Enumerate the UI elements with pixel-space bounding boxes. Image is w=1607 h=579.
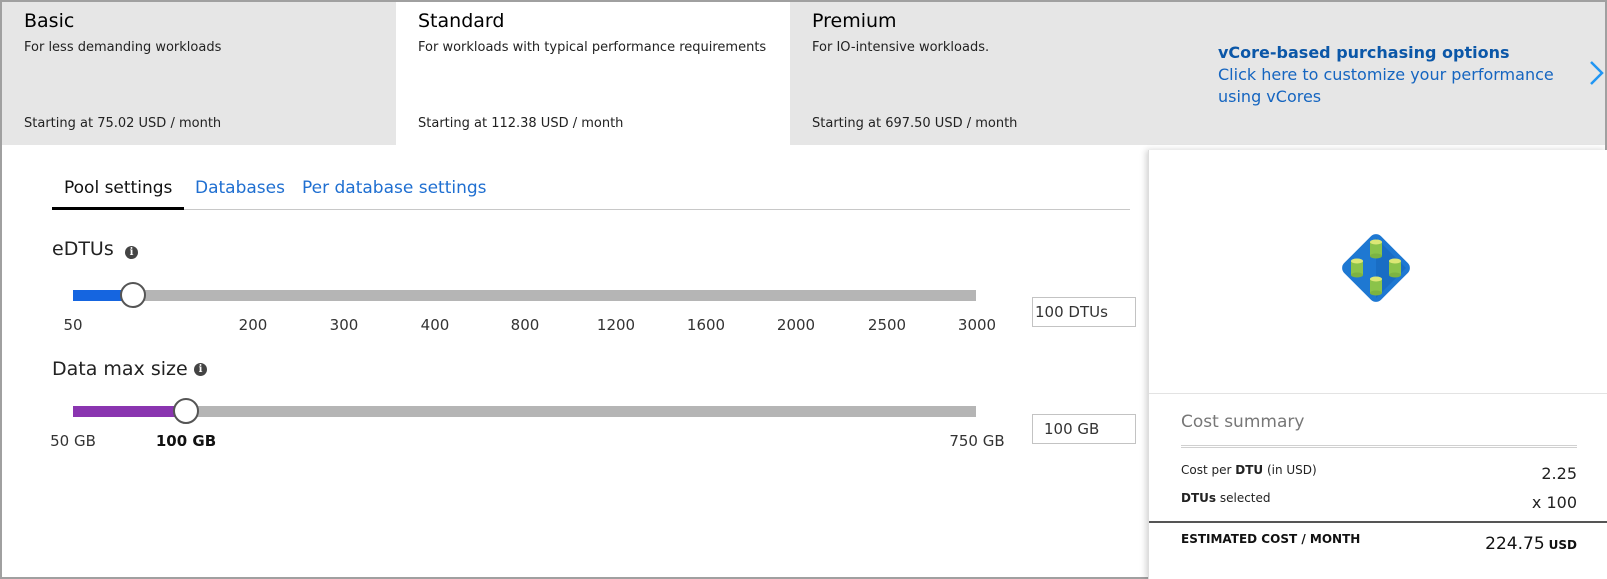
tier-basic-description: For less demanding workloads [24, 40, 222, 55]
info-icon[interactable]: i [125, 246, 138, 259]
tab-pool-settings[interactable]: Pool settings [52, 178, 185, 210]
elastic-pool-icon [1342, 234, 1410, 302]
info-icon[interactable]: i [194, 363, 207, 376]
data-max-size-slider-track[interactable] [73, 398, 976, 424]
tier-premium-price: Starting at 697.50 USD / month [812, 116, 1018, 131]
tab-databases[interactable]: Databases [195, 178, 285, 198]
edtus-tick: 1200 [596, 316, 636, 334]
cost-summary-title: Cost summary [1181, 412, 1305, 432]
data-max-size-max-label: 750 GB [949, 432, 1005, 450]
edtus-tick: 3000 [957, 316, 997, 334]
vcore-purchasing-link[interactable]: vCore-based purchasing options Click her… [1218, 42, 1578, 108]
edtus-tick: 300 [329, 316, 359, 334]
tier-standard[interactable]: Standard For workloads with typical perf… [396, 2, 790, 145]
edtus-value-input[interactable]: 100 DTUs [1032, 297, 1136, 327]
edtus-tick: 2000 [776, 316, 816, 334]
tier-premium[interactable]: Premium For IO-intensive workloads. Star… [790, 2, 1605, 145]
cost-summary-rule [1181, 445, 1577, 448]
cost-summary-panel: Cost summary Cost per DTU (in USD) 2.25 … [1148, 150, 1607, 579]
estimated-cost-label: ESTIMATED COST / MONTH [1181, 532, 1361, 546]
tier-basic[interactable]: Basic For less demanding workloads Start… [2, 2, 396, 145]
data-max-size-value-input[interactable]: 100 GB [1032, 414, 1136, 444]
vcore-link-text[interactable]: Click here to customize your performance… [1218, 65, 1554, 106]
edtus-label: eDTUs [52, 238, 114, 260]
total-divider [1149, 521, 1607, 523]
edtus-tick: 2500 [867, 316, 907, 334]
estimated-cost-value: 224.75 USD [1485, 534, 1577, 554]
data-max-size-selected-label: 100 GB [155, 432, 217, 450]
tier-standard-description: For workloads with typical performance r… [418, 40, 767, 55]
tier-premium-title: Premium [812, 10, 897, 32]
data-max-size-slider-thumb[interactable] [173, 398, 199, 424]
dtus-selected-value: x 100 [1531, 493, 1577, 512]
tier-standard-title: Standard [418, 10, 505, 32]
cost-per-dtu-value: 2.25 [1541, 464, 1577, 483]
edtus-tick: 50 [63, 316, 83, 334]
cost-per-dtu-label: Cost per DTU (in USD) [1181, 463, 1317, 477]
edtus-slider-fill [73, 290, 133, 301]
panel-divider [1149, 393, 1607, 394]
tier-standard-price: Starting at 112.38 USD / month [418, 116, 624, 131]
edtus-tick: 1600 [686, 316, 726, 334]
settings-tabs: Pool settings Databases Per database set… [52, 172, 1130, 210]
edtus-slider-thumb[interactable] [120, 282, 146, 308]
dtus-selected-label: DTUs selected [1181, 491, 1271, 505]
chevron-right-icon[interactable] [1586, 58, 1607, 88]
edtus-tick: 800 [510, 316, 540, 334]
data-max-size-label: Data max size [52, 358, 188, 380]
vcore-title: vCore-based purchasing options [1218, 43, 1510, 62]
tier-basic-title: Basic [24, 10, 75, 32]
data-max-size-min-label: 50 GB [50, 432, 96, 450]
data-max-size-slider-fill [73, 406, 186, 417]
tab-per-database-settings[interactable]: Per database settings [302, 178, 487, 198]
edtus-tick: 200 [238, 316, 268, 334]
edtus-tick: 400 [420, 316, 450, 334]
tier-premium-description: For IO-intensive workloads. [812, 40, 990, 55]
edtus-slider-track[interactable] [73, 282, 976, 308]
tier-basic-price: Starting at 75.02 USD / month [24, 116, 222, 131]
